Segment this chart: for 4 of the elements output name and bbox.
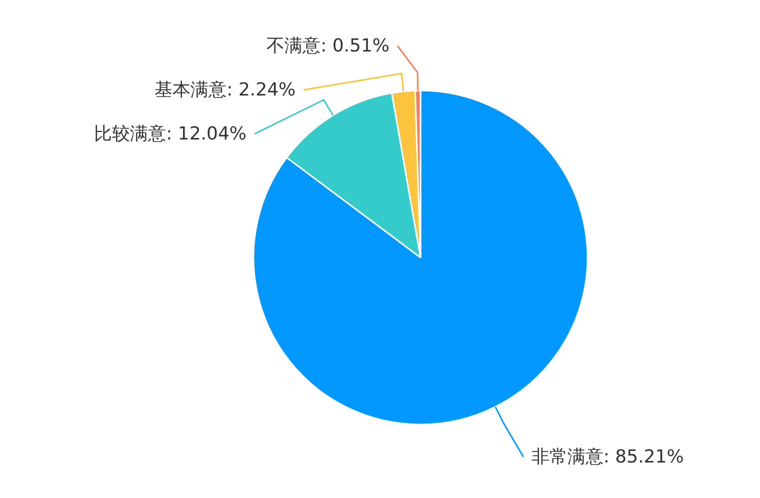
slice-label: 不满意: 0.51% bbox=[266, 35, 390, 56]
slice-label: 基本满意: 2.24% bbox=[154, 79, 296, 100]
slice-label: 比较满意: 12.04% bbox=[94, 123, 246, 144]
slice-label: 非常满意: 85.21% bbox=[531, 446, 684, 468]
